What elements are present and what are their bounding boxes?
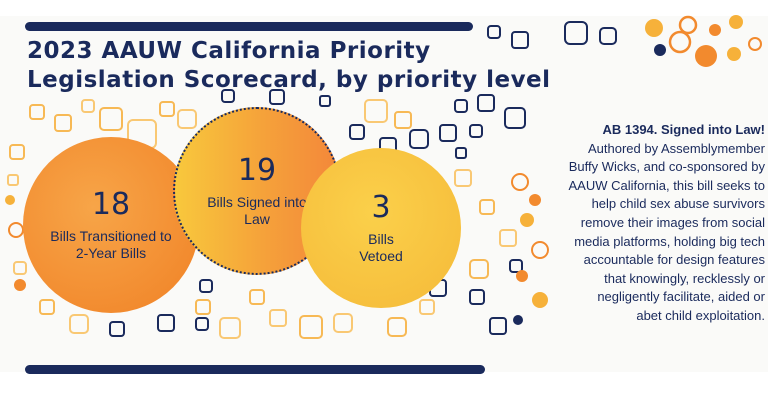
description-line: help child sex abuse survivors	[591, 196, 765, 212]
stat-label-line-1: Bills Signed into	[207, 194, 307, 210]
stat-number: 18	[91, 187, 131, 222]
description-line: media platforms, holding big tech	[574, 233, 765, 249]
description-line: that knowingly, recklessly or	[604, 270, 765, 286]
description-line: Buffy Wicks, and co-sponsored by	[568, 159, 765, 175]
description-line: negligently facilitate, aided or	[597, 289, 765, 305]
page-title: 2023 AAUW California Priority Legislatio…	[27, 37, 627, 95]
description-line: accountable for design features	[583, 252, 765, 268]
title-line-2: Legislation Scorecard, by priority level	[27, 67, 551, 93]
bill-description-panel: AB 1394. Signed into Law! Authored by As…	[560, 121, 765, 326]
description-line: AAUW California, this bill seeks to	[568, 177, 765, 193]
stat-circle-two-year-bills: 18 Bills Transitioned to 2-Year Bills	[23, 137, 199, 313]
title-line-1: 2023 AAUW California Priority	[27, 38, 431, 64]
bottom-accent-bar	[25, 365, 485, 374]
stat-number: 3	[371, 190, 391, 225]
description-line: Authored by Assemblymember	[587, 140, 765, 156]
stat-number: 19	[237, 153, 277, 188]
bill-heading: AB 1394. Signed into Law!	[602, 122, 765, 137]
top-accent-bar	[25, 22, 473, 31]
stat-label-line-2: Law	[244, 211, 270, 227]
description-line: remove their images from social	[580, 214, 765, 230]
stat-label-line-1: Bills	[368, 231, 394, 247]
stat-label-line-2: 2-Year Bills	[75, 245, 147, 261]
stat-label-line-1: Bills Transitioned to	[50, 228, 172, 244]
description-line: abet child exploitation.	[636, 307, 765, 323]
stat-label-line-2: Vetoed	[359, 248, 403, 264]
stat-circle-vetoed: 3 Bills Vetoed	[301, 148, 461, 308]
